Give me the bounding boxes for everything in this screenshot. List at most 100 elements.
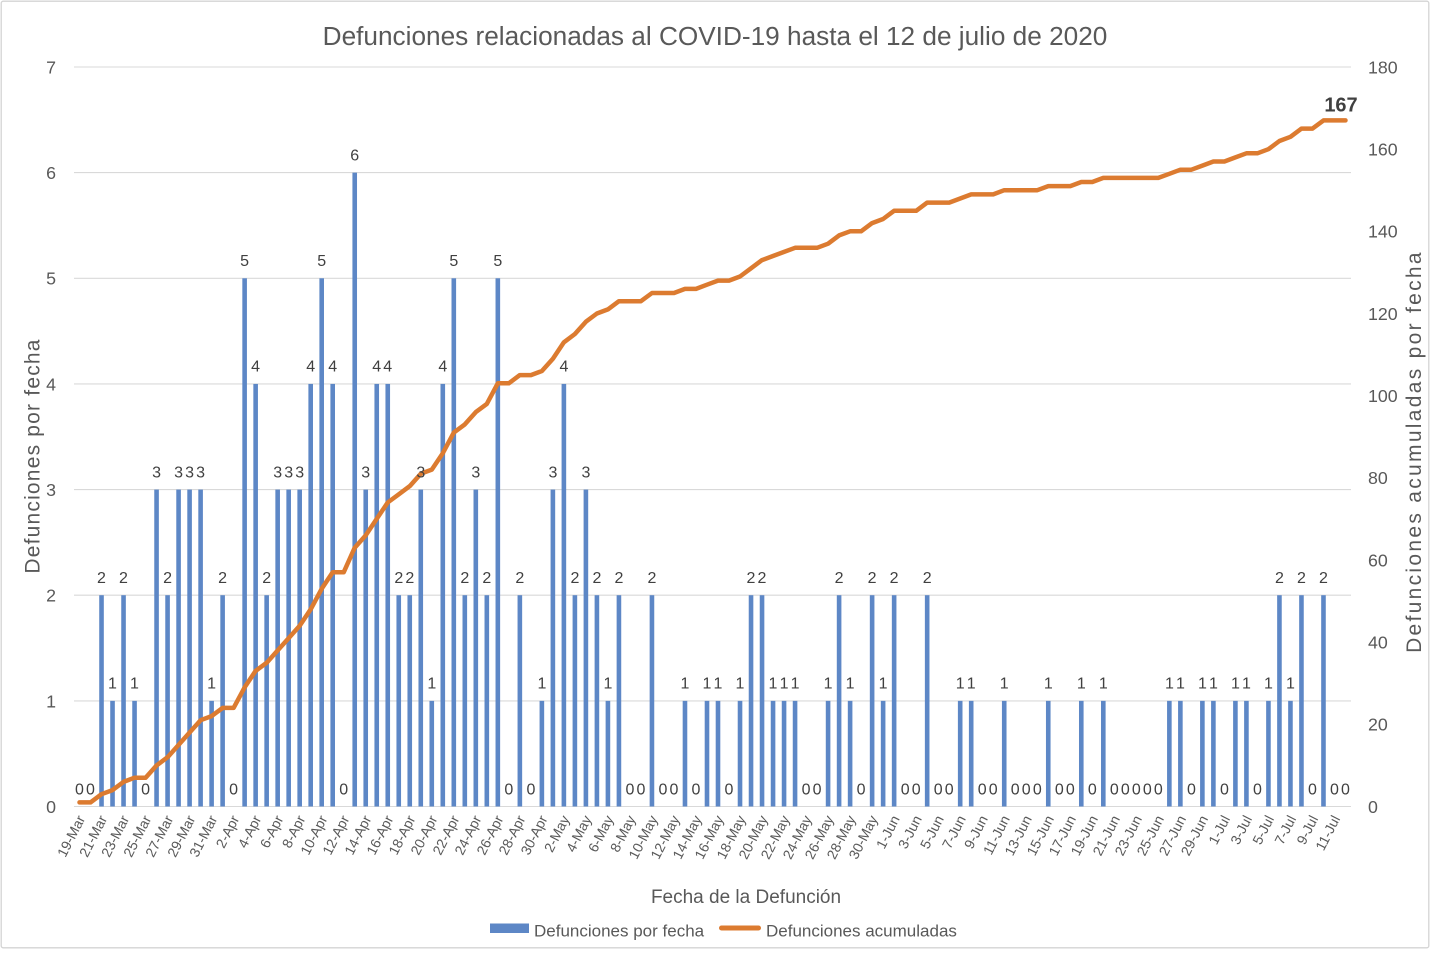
svg-text:6: 6: [350, 147, 359, 164]
svg-text:5: 5: [493, 253, 502, 270]
svg-text:0: 0: [504, 781, 513, 798]
svg-text:0: 0: [46, 797, 56, 817]
svg-text:1: 1: [1077, 676, 1086, 693]
svg-text:2: 2: [97, 570, 106, 587]
svg-text:1: 1: [1231, 676, 1240, 693]
svg-text:3: 3: [416, 464, 425, 481]
svg-text:3: 3: [196, 464, 205, 481]
svg-text:2: 2: [592, 570, 601, 587]
svg-text:4: 4: [46, 374, 56, 394]
svg-text:0: 0: [1368, 797, 1378, 817]
svg-text:2: 2: [835, 570, 844, 587]
svg-text:1: 1: [879, 676, 888, 693]
svg-text:1: 1: [703, 676, 712, 693]
svg-text:120: 120: [1368, 304, 1398, 324]
svg-text:0: 0: [1330, 781, 1339, 798]
svg-text:4: 4: [251, 359, 260, 376]
svg-text:0: 0: [1055, 781, 1064, 798]
svg-text:0: 0: [989, 781, 998, 798]
svg-text:2: 2: [119, 570, 128, 587]
svg-text:0: 0: [141, 781, 150, 798]
svg-text:0: 0: [912, 781, 921, 798]
svg-text:1: 1: [714, 676, 723, 693]
svg-text:4: 4: [328, 359, 337, 376]
svg-text:0: 0: [945, 781, 954, 798]
svg-text:0: 0: [670, 781, 679, 798]
svg-text:Defunciones acumuladas por fec: Defunciones acumuladas por fecha: [1403, 250, 1426, 653]
svg-text:Defunciones acumuladas: Defunciones acumuladas: [766, 922, 957, 941]
svg-text:2: 2: [262, 570, 271, 587]
svg-text:4: 4: [559, 359, 568, 376]
svg-text:3: 3: [295, 464, 304, 481]
svg-text:4: 4: [438, 359, 447, 376]
svg-text:0: 0: [1066, 781, 1075, 798]
svg-text:2: 2: [614, 570, 623, 587]
svg-text:1: 1: [1198, 676, 1207, 693]
svg-text:1: 1: [108, 676, 117, 693]
svg-text:Defunciones por fecha: Defunciones por fecha: [534, 922, 705, 941]
svg-text:140: 140: [1368, 222, 1398, 242]
svg-text:2: 2: [648, 570, 657, 587]
svg-text:0: 0: [1253, 781, 1262, 798]
svg-text:5: 5: [240, 253, 249, 270]
svg-text:0: 0: [526, 781, 535, 798]
svg-text:2: 2: [1319, 570, 1328, 587]
svg-text:100: 100: [1368, 386, 1398, 406]
svg-text:1: 1: [1000, 676, 1009, 693]
svg-text:0: 0: [813, 781, 822, 798]
svg-text:6: 6: [46, 163, 56, 183]
svg-text:0: 0: [1022, 781, 1031, 798]
svg-text:0: 0: [1033, 781, 1042, 798]
svg-text:2: 2: [1275, 570, 1284, 587]
svg-text:20: 20: [1368, 715, 1388, 735]
svg-text:0: 0: [229, 781, 238, 798]
svg-text:0: 0: [802, 781, 811, 798]
svg-text:0: 0: [1088, 781, 1097, 798]
svg-text:2: 2: [868, 570, 877, 587]
svg-text:1: 1: [791, 676, 800, 693]
svg-text:1: 1: [427, 676, 436, 693]
svg-text:0: 0: [1110, 781, 1119, 798]
svg-text:0: 0: [1220, 781, 1229, 798]
svg-text:3: 3: [581, 464, 590, 481]
svg-text:3: 3: [46, 480, 56, 500]
svg-text:5: 5: [449, 253, 458, 270]
svg-text:0: 0: [1011, 781, 1020, 798]
svg-text:0: 0: [659, 781, 668, 798]
svg-text:2: 2: [1297, 570, 1306, 587]
svg-text:1: 1: [1165, 676, 1174, 693]
svg-text:1: 1: [603, 676, 612, 693]
svg-text:4: 4: [383, 359, 392, 376]
svg-text:3: 3: [284, 464, 293, 481]
svg-text:1: 1: [1286, 676, 1295, 693]
svg-text:0: 0: [978, 781, 987, 798]
svg-text:5: 5: [46, 269, 56, 289]
svg-text:1: 1: [130, 676, 139, 693]
svg-text:0: 0: [339, 781, 348, 798]
svg-text:2: 2: [218, 570, 227, 587]
svg-text:2: 2: [758, 570, 767, 587]
svg-text:0: 0: [725, 781, 734, 798]
svg-text:1: 1: [769, 676, 778, 693]
svg-text:2: 2: [570, 570, 579, 587]
svg-text:0: 0: [1143, 781, 1152, 798]
svg-text:0: 0: [901, 781, 910, 798]
svg-text:2: 2: [747, 570, 756, 587]
svg-text:80: 80: [1368, 468, 1388, 488]
svg-text:1: 1: [1099, 676, 1108, 693]
svg-text:1: 1: [780, 676, 789, 693]
svg-text:1: 1: [207, 676, 216, 693]
svg-text:1: 1: [846, 676, 855, 693]
svg-text:0: 0: [1341, 781, 1350, 798]
svg-text:2: 2: [460, 570, 469, 587]
svg-text:180: 180: [1368, 57, 1398, 77]
svg-text:160: 160: [1368, 140, 1398, 160]
svg-text:1: 1: [736, 676, 745, 693]
svg-text:1: 1: [537, 676, 546, 693]
svg-text:2: 2: [46, 586, 56, 606]
svg-text:167: 167: [1324, 95, 1357, 117]
svg-text:2: 2: [163, 570, 172, 587]
svg-text:3: 3: [471, 464, 480, 481]
svg-text:Defunciones por fecha: Defunciones por fecha: [21, 338, 44, 573]
svg-text:4: 4: [372, 359, 381, 376]
